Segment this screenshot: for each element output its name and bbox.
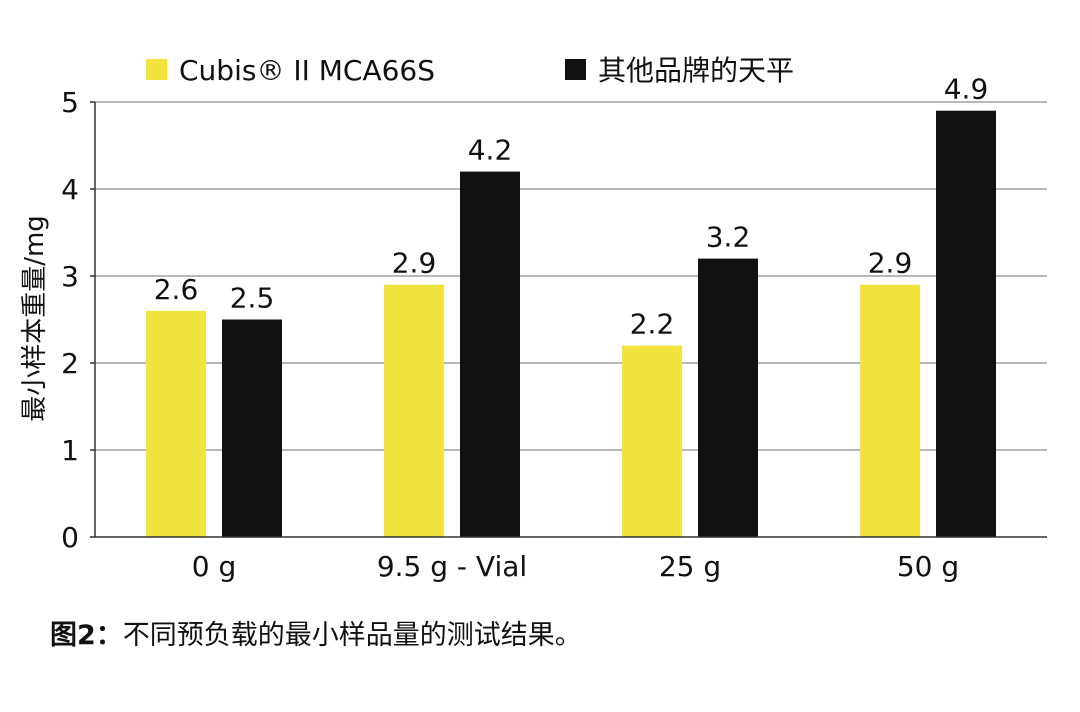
figure-caption: 图2：不同预负载的最小样品量的测试结果。 [50, 613, 582, 652]
y-tick-label-3: 3 [61, 260, 79, 293]
y-tick-label-0: 0 [61, 521, 79, 554]
bar-0-2 [622, 345, 682, 537]
legend-label-0: Cubis® II MCA66S [179, 54, 435, 87]
legend-swatch-1 [565, 59, 586, 80]
legend: Cubis® II MCA66S 其他品牌的天平 [146, 54, 794, 87]
data-label-0-0: 2.6 [154, 273, 199, 306]
bar-0-0 [146, 310, 206, 537]
bar-1-0 [222, 319, 282, 537]
axes: 0 1 2 3 4 5 最小样本重量/mg 0 g 9.5 g - Vial 25 g 50 g [20, 86, 1047, 583]
bar-1-2 [698, 258, 758, 537]
bar-chart: 2.6 2.5 2.9 4.2 2.2 3.2 2.9 4.9 0 1 2 3 4 5 最小样本重量/mg… [20, 54, 1047, 583]
legend-label-1: 其他品牌的天平 [598, 54, 794, 87]
x-tick-label-0: 0 g [192, 550, 237, 583]
bar-0-1 [384, 284, 444, 537]
legend-swatch-0 [146, 59, 167, 80]
y-tick-label-1: 1 [61, 434, 79, 467]
x-tick-label-3: 50 g [897, 550, 959, 583]
data-label-1-2: 3.2 [706, 221, 751, 254]
bar-1-3 [936, 110, 996, 537]
data-label-0-3: 2.9 [868, 247, 913, 280]
bars-group: 2.6 2.5 2.9 4.2 2.2 3.2 2.9 4.9 [146, 73, 996, 537]
data-label-0-2: 2.2 [630, 308, 675, 341]
data-label-0-1: 2.9 [392, 247, 437, 280]
caption-prefix: 图2： [50, 620, 123, 651]
y-axis-label: 最小样本重量/mg [20, 215, 50, 422]
y-tick-label-5: 5 [61, 86, 79, 119]
bar-0-3 [860, 284, 920, 537]
x-tick-label-1: 9.5 g - Vial [377, 550, 527, 583]
y-tick-label-4: 4 [61, 173, 79, 206]
x-tick-label-2: 25 g [659, 550, 721, 583]
y-tick-label-2: 2 [61, 347, 79, 380]
caption-text: 不同预负载的最小样品量的测试结果。 [122, 620, 582, 651]
bar-1-1 [460, 171, 520, 537]
data-label-1-1: 4.2 [468, 134, 513, 167]
data-label-1-3: 4.9 [944, 73, 989, 106]
data-label-1-0: 2.5 [230, 282, 275, 315]
